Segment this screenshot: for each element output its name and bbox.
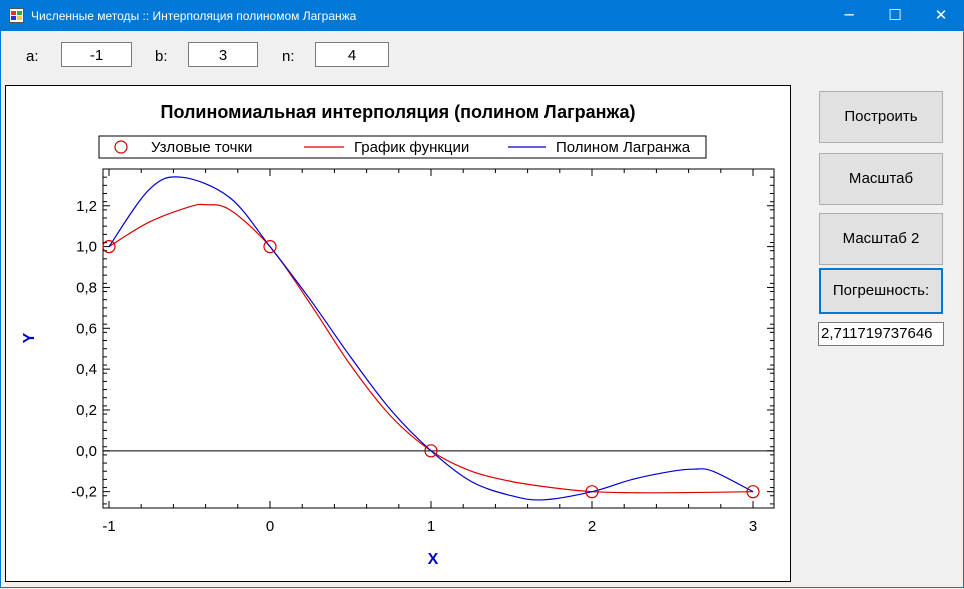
minimize-button[interactable]: ─ [844, 6, 854, 24]
node-point [424, 444, 438, 458]
node-point [585, 485, 599, 499]
x-tick-label: -1 [102, 518, 115, 535]
chart-axes: -1 0 1 2 3 -0,2 0,0 0,2 0,4 0,6 0,8 1,0 1,2 [71, 168, 775, 535]
chart-svg: Полиномиальная интерполяция (полином Лаг… [21, 102, 775, 568]
plot-frame [102, 168, 775, 509]
node-point [746, 485, 760, 499]
y-tick-label: 0,0 [76, 443, 97, 460]
b-input[interactable]: 3 [188, 42, 258, 67]
y-tick-label: 1,2 [76, 198, 97, 215]
app-icon [9, 8, 24, 23]
lagrange-curve [108, 176, 754, 501]
error-button[interactable]: Погрешность: [819, 268, 943, 314]
chart-series [102, 176, 760, 501]
error-value-field[interactable]: 2,711719737646 [818, 322, 944, 346]
y-tick-label: -0,2 [71, 484, 97, 501]
chart-panel: Полиномиальная интерполяция (полином Лаг… [5, 85, 791, 582]
legend-label-lagrange: Полином Лагранжа [556, 139, 691, 156]
a-label: a: [26, 48, 39, 65]
b-label: b: [155, 48, 168, 65]
window-title: Численные методы :: Интерполяция полином… [31, 9, 357, 23]
legend-box [98, 135, 707, 159]
legend-marker-nodes [114, 140, 128, 154]
y-tick-label: 0,4 [76, 361, 97, 378]
legend-label-function: График функции [354, 139, 469, 156]
x-tick-label: 0 [266, 518, 274, 535]
a-input[interactable]: -1 [61, 42, 132, 67]
y-axis-label: Y [21, 332, 38, 343]
n-input[interactable]: 4 [315, 42, 389, 67]
y-tick-label: 0,6 [76, 320, 97, 337]
y-tick-label: 1,0 [76, 239, 97, 256]
node-point [102, 240, 116, 254]
maximize-button[interactable]: ☐ [888, 6, 902, 24]
x-tick-label: 2 [588, 518, 596, 535]
x-tick-label: 3 [749, 518, 757, 535]
build-button[interactable]: Построить [819, 91, 943, 143]
scale-button[interactable]: Масштаб [819, 153, 943, 205]
x-axis-label: X [428, 551, 439, 568]
y-tick-label: 0,2 [76, 402, 97, 419]
window-titlebar[interactable]: Численные методы :: Интерполяция полином… [0, 0, 964, 31]
chart-legend: Узловые точки График функции Полином Лагра… [98, 135, 707, 159]
legend-label-nodes: Узловые точки [151, 139, 252, 156]
close-button[interactable]: ✕ [934, 6, 948, 24]
function-curve [108, 203, 754, 494]
chart-title: Полиномиальная интерполяция (полином Лаг… [161, 102, 636, 122]
scale2-button[interactable]: Масштаб 2 [819, 213, 943, 265]
node-point [263, 240, 277, 254]
n-label: n: [282, 48, 295, 65]
y-tick-label: 0,8 [76, 279, 97, 296]
x-tick-label: 1 [427, 518, 435, 535]
